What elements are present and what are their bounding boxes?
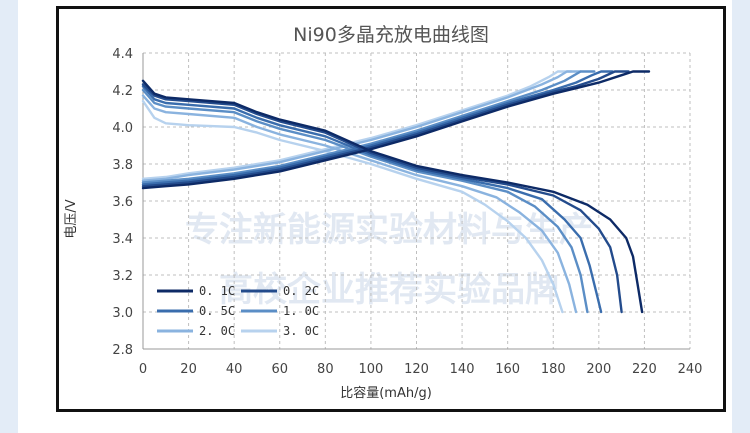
x-tick-label: 180 — [541, 362, 566, 377]
legend-label: 3. 0C — [283, 324, 319, 338]
x-tick-label: 40 — [226, 362, 243, 377]
y-tick-label: 3.4 — [112, 232, 133, 247]
legend-label: 0. 5C — [199, 304, 235, 318]
x-tick-label: 220 — [632, 362, 657, 377]
y-tick-label: 4.0 — [112, 121, 133, 136]
chart-frame: 专注新能源实验材料与生产 高校企业推荐实验品牌 Ni90多晶充放电曲线图 0 20… — [56, 6, 726, 412]
y-tick-label: 3.2 — [112, 269, 133, 284]
series-line-charge — [141, 70, 614, 186]
series-line-charge — [141, 70, 582, 182]
series-line-charge — [141, 70, 596, 184]
x-tick-label: 0 — [139, 362, 147, 377]
x-tick-label: 60 — [271, 362, 288, 377]
series-line-discharge — [141, 85, 603, 314]
x-tick-label: 200 — [586, 362, 611, 377]
chart-svg: 专注新能源实验材料与生产 高校企业推荐实验品牌 Ni90多晶充放电曲线图 0 20… — [64, 24, 703, 401]
series-line-discharge — [141, 83, 623, 314]
y-tick-label: 2.8 — [112, 343, 133, 358]
y-tick-label: 4.4 — [112, 47, 133, 62]
series-line-charge — [141, 70, 573, 181]
x-tick-label: 80 — [317, 362, 334, 377]
y-tick-label: 3.0 — [112, 306, 133, 321]
y-tick-label: 3.8 — [112, 158, 133, 173]
x-tick-label: 100 — [359, 362, 384, 377]
legend-label: 0. 1C — [199, 284, 235, 298]
series-line-discharge — [141, 94, 578, 314]
series-layer — [141, 70, 651, 314]
x-axis-label: 比容量(mAh/g) — [340, 385, 432, 401]
x-tick-label: 240 — [678, 362, 703, 377]
x-tick-label: 120 — [404, 362, 429, 377]
x-tick-label: 160 — [495, 362, 520, 377]
legend-label: 0. 2C — [283, 284, 319, 298]
legend: 0. 1C 0. 2C 0. 5C 1. 0C 2. 0C 3. 0C — [157, 284, 319, 338]
y-tick-label: 4.2 — [112, 84, 133, 99]
watermark-line-1: 专注新能源实验材料与生产 — [185, 210, 593, 250]
series-line-charge — [141, 70, 651, 190]
series-line-discharge — [141, 88, 589, 314]
chart-title: Ni90多晶充放电曲线图 — [293, 24, 489, 46]
y-tick-labels: 2.8 3.0 3.2 3.4 3.6 3.8 4.0 4.2 4.4 — [112, 47, 133, 358]
y-axis-label: 电压/V — [64, 199, 79, 238]
x-tick-labels: 0 20 40 60 80 100 120 140 160 180 200 220 240 — [139, 362, 703, 377]
series-line-discharge — [141, 79, 644, 314]
watermark-layer: 专注新能源实验材料与生产 高校企业推荐实验品牌 — [185, 210, 593, 310]
x-tick-label: 140 — [450, 362, 475, 377]
page-background: 专注新能源实验材料与生产 高校企业推荐实验品牌 Ni90多晶充放电曲线图 0 20… — [18, 0, 732, 433]
x-tick-label: 20 — [180, 362, 197, 377]
series-line-discharge — [141, 99, 564, 314]
y-tick-label: 3.6 — [112, 195, 133, 210]
legend-label: 1. 0C — [283, 304, 319, 318]
series-line-charge — [141, 70, 630, 188]
legend-label: 2. 0C — [199, 324, 235, 338]
